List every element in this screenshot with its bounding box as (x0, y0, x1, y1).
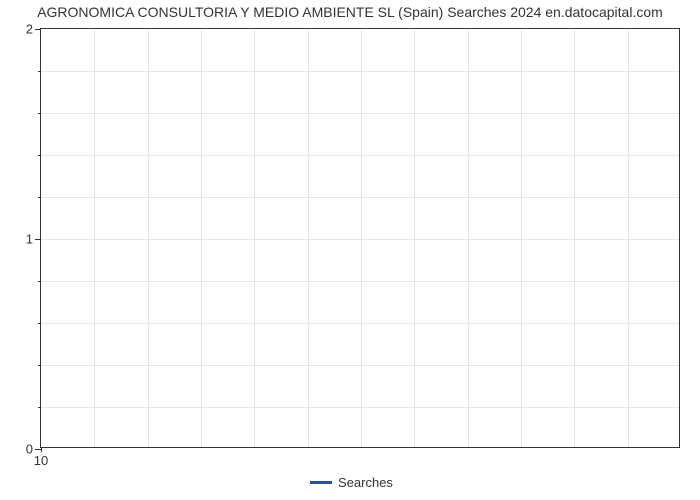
xtick-label: 10 (34, 447, 48, 468)
gridline-vertical (628, 29, 629, 447)
legend: Searches (310, 475, 393, 490)
chart-title: AGRONOMICA CONSULTORIA Y MEDIO AMBIENTE … (0, 4, 700, 20)
chart-container: { "chart": { "type": "line", "title": "A… (0, 0, 700, 500)
ytick-label: 2 (26, 22, 41, 37)
gridline-vertical (254, 29, 255, 447)
ytick-mark (38, 323, 41, 324)
gridline-horizontal (41, 323, 679, 324)
plot-area: 01210 (40, 28, 680, 448)
gridline-horizontal (41, 407, 679, 408)
gridline-horizontal (41, 197, 679, 198)
gridline-horizontal (41, 71, 679, 72)
ytick-mark (38, 197, 41, 198)
gridline-horizontal (41, 239, 679, 240)
gridline-vertical (94, 29, 95, 447)
ytick-mark (38, 281, 41, 282)
gridline-vertical (414, 29, 415, 447)
gridline-vertical (201, 29, 202, 447)
legend-label: Searches (338, 475, 393, 490)
ytick-mark (38, 155, 41, 156)
gridline-horizontal (41, 365, 679, 366)
ytick-mark (38, 113, 41, 114)
legend-swatch (310, 481, 332, 484)
gridline-vertical (361, 29, 362, 447)
ytick-label: 1 (26, 232, 41, 247)
gridline-vertical (468, 29, 469, 447)
gridline-vertical (148, 29, 149, 447)
gridline-vertical (574, 29, 575, 447)
gridline-horizontal (41, 281, 679, 282)
ytick-mark (38, 71, 41, 72)
gridline-vertical (308, 29, 309, 447)
gridline-horizontal (41, 155, 679, 156)
ytick-mark (38, 407, 41, 408)
ytick-mark (38, 365, 41, 366)
gridline-vertical (521, 29, 522, 447)
gridline-horizontal (41, 113, 679, 114)
